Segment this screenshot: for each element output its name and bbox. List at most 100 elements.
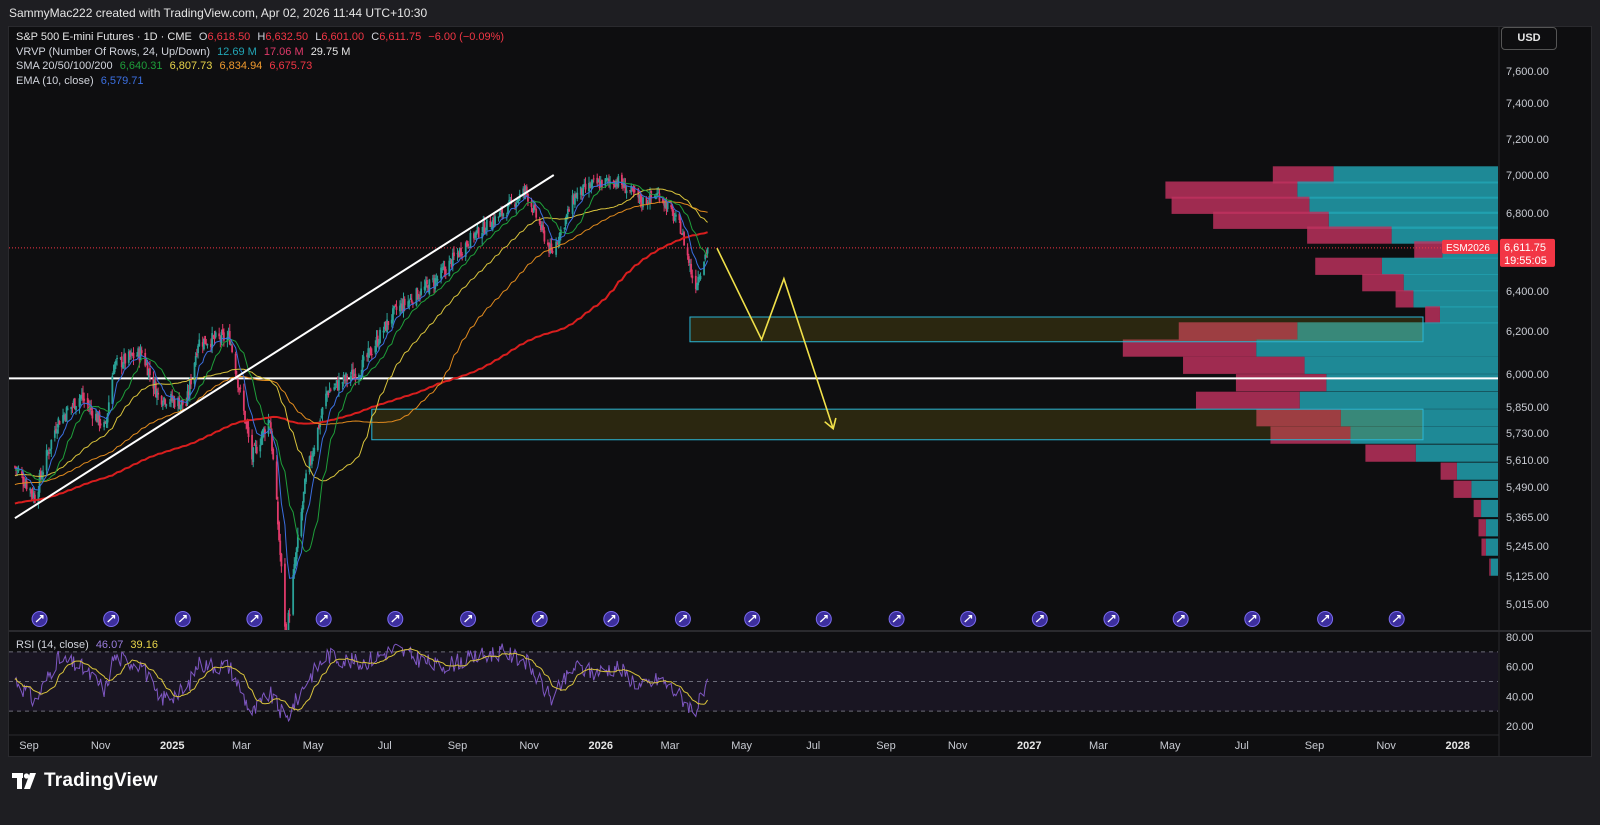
- candle-body: [294, 559, 297, 567]
- candle-body: [539, 224, 542, 230]
- vp-row-down: [1365, 444, 1416, 462]
- candle-body: [214, 332, 217, 338]
- candle-body: [563, 227, 566, 229]
- rsi-legend[interactable]: RSI (14, close) 46.07 39.16: [16, 639, 158, 651]
- event-marker-glyph: [819, 614, 828, 623]
- candle-body: [269, 422, 272, 434]
- vp-row-up: [1309, 196, 1498, 214]
- candle-body: [204, 335, 206, 344]
- candle-body: [494, 216, 496, 226]
- legend-ema-row[interactable]: EMA (10, close) 6,579.71: [16, 74, 508, 89]
- tradingview-logo-icon: [12, 772, 38, 790]
- event-marker-icon[interactable]: [1244, 611, 1261, 627]
- candle-body: [146, 363, 149, 376]
- event-marker-icon[interactable]: [1103, 611, 1120, 627]
- candle-body: [367, 348, 370, 358]
- time-axis-label: May: [1160, 740, 1181, 752]
- candle-body: [275, 461, 278, 500]
- event-marker-icon[interactable]: [103, 611, 120, 627]
- event-marker-icon[interactable]: [815, 611, 832, 627]
- vp-row-up: [1326, 374, 1498, 392]
- event-marker-glyph: [964, 614, 973, 623]
- event-marker-icon[interactable]: [460, 611, 477, 627]
- event-marker-icon[interactable]: [744, 611, 761, 627]
- candle-body: [278, 521, 280, 541]
- candle-body: [300, 512, 303, 537]
- sma50-value: 6,807.73: [169, 60, 213, 73]
- time-axis-label: Nov: [91, 740, 111, 752]
- sma50-line: [14, 188, 708, 482]
- event-marker-icon[interactable]: [674, 611, 691, 627]
- candle-body: [50, 439, 53, 450]
- candle-body: [574, 194, 576, 205]
- candle-body: [63, 414, 66, 418]
- tradingview-logo[interactable]: TradingView: [12, 770, 158, 792]
- candle-body: [542, 225, 545, 231]
- event-marker-icon[interactable]: [603, 611, 620, 627]
- legend-sma-row[interactable]: SMA 20/50/100/200 6,640.31 6,807.73 6,83…: [16, 59, 508, 74]
- event-marker-icon[interactable]: [531, 611, 548, 627]
- candle-body: [144, 352, 147, 366]
- vp-row-up: [1297, 181, 1498, 199]
- candle-body: [534, 204, 536, 208]
- legend-vrvp-row[interactable]: VRVP (Number Of Rows, 24, Up/Down) 12.69…: [16, 45, 508, 60]
- candles: [14, 172, 709, 630]
- event-marker-icon[interactable]: [1388, 611, 1405, 627]
- event-marker-icon[interactable]: [1031, 611, 1048, 627]
- vrvp-total: 29.75 M: [310, 45, 351, 58]
- candle-body: [22, 476, 25, 484]
- candle-body: [665, 202, 668, 211]
- event-marker-icon[interactable]: [174, 611, 191, 627]
- vp-row-down: [1425, 306, 1440, 324]
- candle-body: [491, 219, 494, 230]
- candle-body: [416, 289, 419, 300]
- event-marker-icon[interactable]: [888, 611, 905, 627]
- candle-body: [376, 335, 379, 346]
- event-marker-glyph: [319, 614, 328, 623]
- symbol-title[interactable]: S&P 500 E-mini Futures · 1D · CME: [16, 31, 192, 43]
- candle-body: [253, 444, 256, 446]
- candle-body: [514, 204, 516, 207]
- candle-body: [72, 400, 75, 406]
- candle-body: [75, 406, 77, 411]
- event-marker-glyph: [535, 614, 544, 623]
- candle-body: [631, 188, 634, 190]
- event-marker-icon[interactable]: [246, 611, 263, 627]
- candle-body: [678, 213, 681, 221]
- candle-body: [296, 534, 299, 549]
- time-axis-label: Mar: [232, 740, 251, 752]
- price-axis-label: 5,490.00: [1506, 482, 1549, 494]
- candle-body: [327, 392, 330, 396]
- supply-demand-zone: [689, 316, 1424, 343]
- candle-body: [41, 476, 43, 479]
- candle-body: [333, 387, 336, 390]
- currency-button[interactable]: USD: [1501, 27, 1557, 50]
- event-marker-icon[interactable]: [960, 611, 977, 627]
- vp-row-up: [1490, 558, 1498, 576]
- candle-body: [288, 614, 291, 617]
- candle-body: [172, 398, 175, 402]
- vrvp-up: 12.69 M: [217, 45, 257, 58]
- event-marker-icon[interactable]: [31, 611, 48, 627]
- candle-body: [70, 406, 73, 410]
- candle-body: [186, 391, 189, 405]
- time-axis-label: May: [731, 740, 752, 752]
- vp-row-down: [1481, 538, 1486, 556]
- time-axis-label: Jul: [1235, 740, 1249, 752]
- candle-body: [246, 421, 249, 429]
- candle-body: [362, 356, 365, 361]
- event-marker-icon[interactable]: [1172, 611, 1189, 627]
- event-marker-icon[interactable]: [1317, 611, 1334, 627]
- candle-body: [502, 213, 505, 217]
- event-marker-glyph: [678, 614, 687, 623]
- event-marker-icon[interactable]: [315, 611, 332, 627]
- candle-body: [435, 278, 438, 280]
- vp-row-up: [1485, 519, 1498, 537]
- candle-body: [42, 472, 44, 475]
- event-marker-icon[interactable]: [387, 611, 404, 627]
- event-marker-glyph: [607, 614, 616, 623]
- candle-body: [161, 404, 164, 406]
- candle-body: [481, 233, 484, 239]
- candle-body: [353, 374, 356, 377]
